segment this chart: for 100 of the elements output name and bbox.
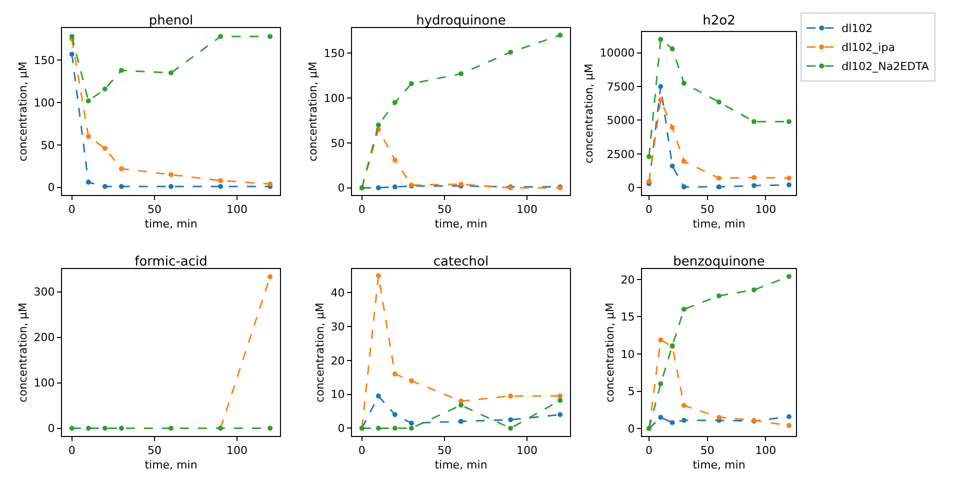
x-axis-title: time, min (144, 217, 198, 230)
point (392, 157, 398, 162)
point (102, 184, 108, 190)
chart-title: catechol (433, 254, 489, 270)
point (786, 176, 792, 181)
chart-title: benzoquinone (673, 254, 765, 270)
y-axis-title: concentration, μM (582, 64, 596, 164)
chart-title: phenol (148, 14, 194, 29)
point (408, 426, 414, 431)
y-tick-label: 100 (34, 376, 55, 390)
point (646, 154, 652, 160)
x-tick-label: 100 (516, 203, 538, 216)
y-tick-label: 200 (34, 331, 55, 344)
point (102, 146, 108, 151)
chart-title: formic-acid (134, 254, 208, 270)
point (392, 100, 398, 106)
y-tick-label: 50 (40, 138, 55, 152)
y-tick-label: 5 (628, 385, 635, 398)
point (752, 174, 756, 180)
point (458, 402, 464, 408)
point (682, 158, 686, 164)
chart-title: hydroquinone (416, 14, 506, 29)
x-axis-title: time, min (434, 458, 488, 472)
chart-title: h2o2 (702, 14, 736, 29)
y-tick-label: 100 (34, 96, 55, 110)
point (86, 98, 91, 104)
point (458, 71, 464, 76)
x-tick-label: 100 (226, 203, 248, 216)
point (458, 398, 464, 404)
y-tick-label: 40 (330, 286, 345, 300)
point (786, 182, 792, 188)
x-tick-label: 100 (226, 444, 248, 458)
point (218, 184, 224, 190)
y-tick-label: 10000 (600, 46, 635, 60)
point (168, 70, 174, 76)
point (682, 184, 686, 190)
x-tick-label: 100 (516, 444, 538, 458)
x-tick-label: 0 (358, 444, 366, 458)
point (716, 184, 722, 190)
x-tick-label: 50 (147, 203, 162, 216)
y-tick-label: 0 (48, 181, 55, 194)
point (658, 414, 664, 420)
point (376, 122, 381, 128)
point (682, 306, 686, 312)
legend-label: dl102_ipa (842, 41, 895, 54)
x-tick-label: 100 (755, 203, 776, 216)
point (716, 100, 722, 105)
point (118, 68, 124, 73)
point (168, 172, 174, 178)
point (168, 184, 174, 190)
point (118, 184, 124, 190)
point (86, 134, 91, 140)
point (86, 180, 91, 185)
x-tick-label: 50 (147, 444, 162, 458)
y-tick-label: 150 (324, 46, 345, 60)
y-tick-label: 20 (620, 273, 635, 286)
y-tick-label: 0 (338, 422, 345, 436)
y-tick-label: 0 (338, 182, 345, 195)
point (69, 34, 74, 39)
y-tick-label: 20 (330, 354, 345, 368)
point (408, 81, 414, 86)
y-tick-label: 50 (330, 136, 345, 150)
point (670, 125, 675, 130)
point (658, 84, 664, 90)
point (458, 418, 464, 424)
y-axis-title: concentration, μM (16, 302, 30, 402)
x-axis-title: time, min (692, 458, 746, 472)
y-tick-label: 0 (628, 422, 635, 436)
point (752, 119, 756, 124)
y-axis-title: concentration, μM (306, 62, 320, 162)
point (682, 418, 686, 423)
legend-label: dl102 (842, 22, 873, 36)
y-axis-title: concentration, μM (313, 302, 326, 402)
y-axis-title: concentration, μM (603, 302, 616, 402)
x-axis-title: time, min (144, 458, 198, 472)
x-tick-label: 50 (437, 203, 452, 216)
point (716, 176, 722, 181)
point (658, 98, 664, 103)
y-tick-label: 0 (48, 422, 55, 436)
point (392, 372, 398, 377)
y-tick-label: 10 (330, 388, 345, 402)
y-tick-label: 30 (330, 320, 345, 334)
x-tick-label: 50 (437, 444, 452, 458)
y-tick-label: 15 (620, 310, 635, 324)
point (752, 183, 756, 188)
point (408, 378, 414, 384)
y-tick-label: 10 (620, 348, 635, 361)
point (268, 34, 273, 39)
point (558, 412, 563, 418)
point (670, 164, 675, 169)
point (376, 273, 381, 278)
point (218, 34, 224, 39)
point (716, 414, 722, 420)
point (508, 50, 514, 55)
point (558, 394, 563, 399)
point (392, 426, 398, 431)
point (786, 414, 792, 420)
point (69, 52, 74, 57)
x-tick-label: 50 (700, 203, 714, 216)
point (682, 80, 686, 86)
